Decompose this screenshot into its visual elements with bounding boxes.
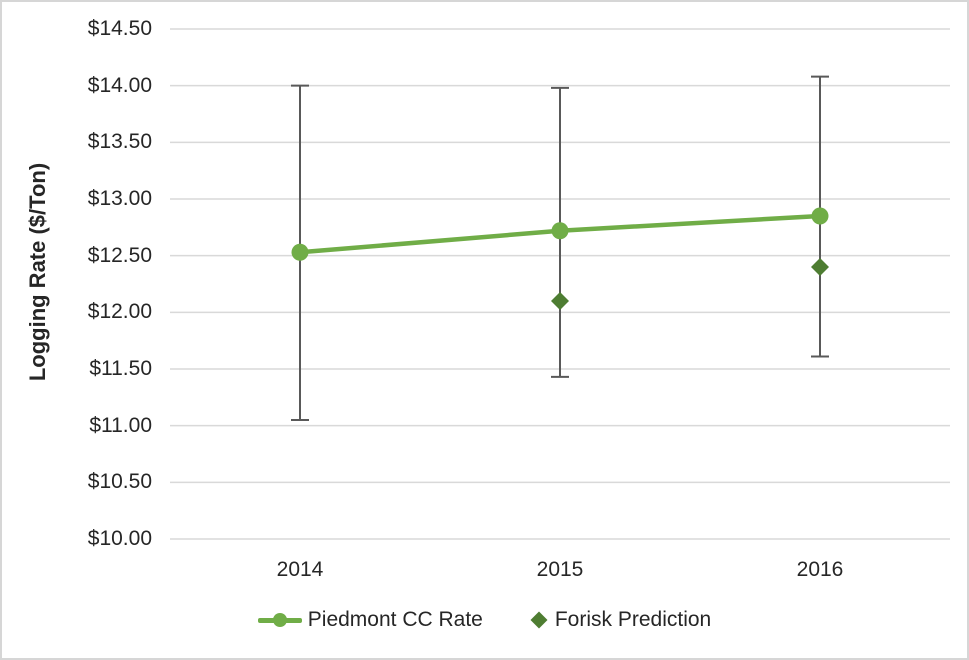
y-axis-tick-label: $13.50 (87, 130, 152, 154)
line-with-circle-marker-icon (257, 613, 302, 627)
y-axis-tick-label: $11.50 (89, 357, 152, 380)
y-axis-tick-label: $10.00 (87, 527, 152, 550)
legend: Piedmont CC Rate Forisk Prediction (2, 608, 967, 632)
legend-label-forisk: Forisk Prediction (554, 608, 712, 631)
y-axis-tick-label: $14.50 (87, 17, 152, 40)
diamond-marker (811, 258, 829, 276)
legend-item-piedmont-cc-rate: Piedmont CC Rate (257, 608, 483, 632)
circle-marker-icon (272, 613, 287, 627)
diamond-marker (551, 292, 569, 310)
y-axis-tick-label: $13.00 (87, 187, 152, 210)
y-axis-tick-label: $12.00 (87, 300, 152, 324)
circle-marker (291, 243, 309, 261)
y-axis-tick-label: $14.00 (87, 73, 152, 97)
diamond-marker-icon (530, 611, 548, 629)
circle-marker (811, 207, 829, 225)
y-axis-tick-label: $12.50 (87, 243, 152, 267)
y-axis-title: Logging Rate ($/Ton) (25, 162, 50, 382)
y-axis-tick-label: $10.50 (87, 470, 152, 494)
y-axis-tick-label: $11.00 (89, 413, 152, 437)
circle-marker (551, 222, 569, 240)
x-axis-tick-label: 2016 (796, 558, 844, 581)
x-axis-tick-label: 2015 (536, 558, 584, 581)
x-axis-tick-label: 2014 (276, 558, 324, 581)
legend-label-piedmont: Piedmont CC Rate (307, 608, 483, 631)
legend-item-forisk-prediction: Forisk Prediction (529, 608, 711, 632)
